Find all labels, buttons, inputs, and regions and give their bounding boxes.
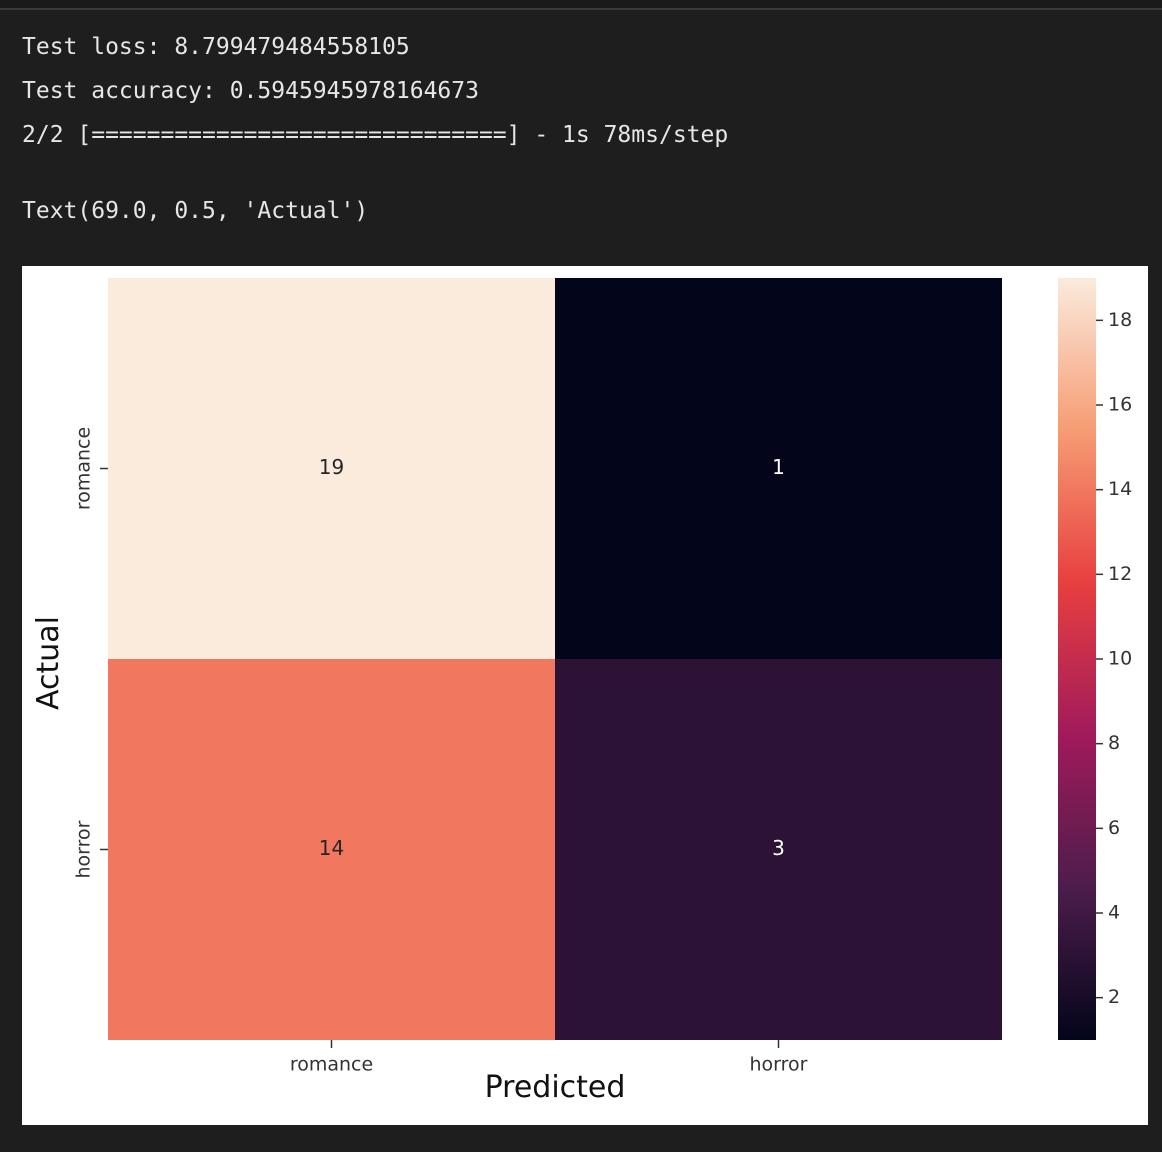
colorbar-tick-label: 2 — [1108, 986, 1120, 1008]
y-tick-label: horror — [73, 820, 95, 878]
cell-annotation: 3 — [772, 836, 785, 860]
output-line: Text(69.0, 0.5, 'Actual') — [22, 198, 369, 224]
colorbar-tick-label: 6 — [1108, 817, 1120, 839]
figure: Predicted Actual 19 1 14 3 romance horror roma… — [22, 266, 1148, 1125]
cell-border — [0, 0, 1162, 10]
chart: Predicted Actual 19 1 14 3 romance horror roma… — [31, 278, 1132, 1105]
heatmap-cell — [555, 659, 1002, 1040]
colorbar-tick-label: 12 — [1108, 563, 1132, 585]
heatmap-cell — [108, 659, 555, 1040]
x-tick-label: romance — [290, 1054, 373, 1076]
output-line: Test accuracy: 0.5945945978164673 — [22, 78, 479, 104]
cell-annotation: 19 — [319, 455, 344, 479]
cell-annotation: 1 — [772, 455, 785, 479]
heatmap-cell — [108, 278, 555, 659]
colorbar-tick-label: 14 — [1108, 478, 1132, 500]
colorbar-tick-label: 18 — [1108, 309, 1132, 331]
output-line: 2/2 [==============================] - 1… — [22, 122, 729, 148]
colorbar-tick-label: 4 — [1108, 902, 1120, 924]
colorbar-tick-label: 10 — [1108, 648, 1132, 670]
colorbar-tick-label: 16 — [1108, 394, 1132, 416]
cell-annotation: 14 — [319, 836, 344, 860]
x-axis-label: Predicted — [485, 1070, 626, 1105]
x-tick-label: horror — [750, 1054, 808, 1076]
colorbar-tick-label: 8 — [1108, 732, 1120, 754]
colorbar — [1058, 278, 1096, 1040]
heatmap-cell — [555, 278, 1002, 659]
output-line: Test loss: 8.799479484558105 — [22, 34, 410, 60]
y-axis-label: Actual — [31, 616, 66, 710]
y-tick-label: romance — [73, 427, 95, 510]
